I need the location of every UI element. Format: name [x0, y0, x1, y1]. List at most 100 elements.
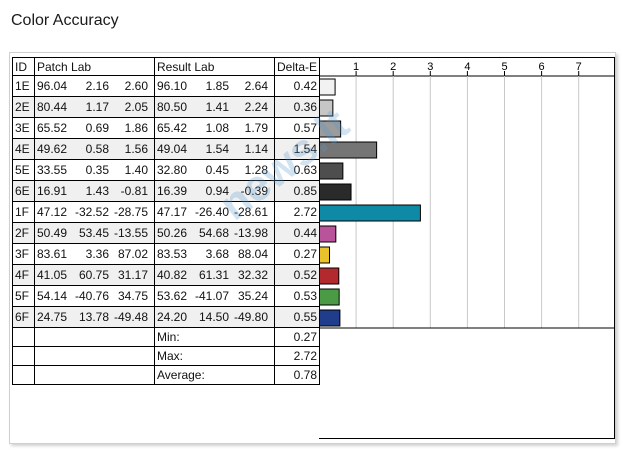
delta-e-cell: 0.52 — [273, 264, 321, 286]
summary-row: Average: 0.78 — [12, 365, 321, 385]
patch-id: 5F — [12, 285, 35, 307]
tick-label: 3 — [427, 61, 433, 73]
lab-value: 80.44 — [37, 100, 68, 114]
summary-blank — [12, 365, 35, 385]
patch-id: 4E — [12, 138, 35, 160]
result-lab-cell: 47.17 -26.40 -28.61 — [154, 201, 275, 223]
summary-blank — [34, 346, 155, 366]
bar-1F — [319, 204, 421, 222]
delta-e-cell: 1.54 — [273, 138, 321, 160]
patch-id: 5E — [12, 159, 35, 181]
bar-6E — [319, 183, 352, 201]
summary-label: Average: — [154, 365, 275, 385]
bar-1E — [319, 78, 336, 96]
summary-value: 2.72 — [273, 346, 321, 366]
patch-lab-cell: 24.75 13.78 -49.48 — [34, 306, 155, 328]
lab-value: 53.45 — [78, 226, 109, 240]
patch-id: 3E — [12, 117, 35, 139]
lab-value: 47.17 — [157, 205, 188, 219]
header-delta-e: Delta-E — [273, 57, 321, 76]
lab-value: 32.80 — [157, 163, 188, 177]
patch-id: 4F — [12, 264, 35, 286]
lab-value: 54.14 — [37, 289, 68, 303]
lab-value: -28.75 — [113, 205, 148, 219]
table-row: 4E 49.62 0.58 1.56 49.04 1.54 1.14 1.54 — [12, 138, 321, 160]
patch-lab-cell: 41.05 60.75 31.17 — [34, 264, 155, 286]
lab-value: -40.76 — [74, 289, 109, 303]
delta-e-cell: 0.27 — [273, 243, 321, 265]
lab-value: 3.36 — [85, 247, 109, 261]
lab-value: 40.82 — [157, 268, 188, 282]
result-lab-cell: 83.53 3.68 88.04 — [154, 243, 275, 265]
chart-title: Color Accuracy — [11, 12, 119, 29]
lab-value: 2.16 — [85, 79, 109, 93]
lab-value: 32.32 — [237, 268, 268, 282]
bar-2E — [319, 99, 334, 117]
tick-label: 2 — [390, 61, 396, 73]
patch-id: 2F — [12, 222, 35, 244]
summary-blank — [34, 327, 155, 347]
lab-value: 0.35 — [85, 163, 109, 177]
table-row: 1E 96.04 2.16 2.60 96.10 1.85 2.64 0.42 — [12, 75, 321, 97]
lab-value: 0.45 — [205, 163, 229, 177]
summary-blank — [34, 365, 155, 385]
lab-value: -13.55 — [113, 226, 148, 240]
table-row: 5F 54.14 -40.76 34.75 53.62 -41.07 35.24 0.53 — [12, 285, 321, 307]
lab-value: 83.61 — [37, 247, 68, 261]
result-lab-cell: 50.26 54.68 -13.98 — [154, 222, 275, 244]
delta-e-cell: 0.36 — [273, 96, 321, 118]
lab-value: 0.94 — [205, 184, 229, 198]
lab-value: 1.08 — [205, 121, 229, 135]
table-row: 6E 16.91 1.43 -0.81 16.39 0.94 -0.39 0.85 — [12, 180, 321, 202]
lab-value: 50.49 — [37, 226, 68, 240]
patch-lab-cell: 33.55 0.35 1.40 — [34, 159, 155, 181]
lab-value: 53.62 — [157, 289, 188, 303]
lab-value: 13.78 — [78, 310, 109, 324]
delta-e-cell: 2.72 — [273, 201, 321, 223]
lab-value: -13.98 — [233, 226, 268, 240]
delta-e-cell: 0.85 — [273, 180, 321, 202]
header-id: ID — [12, 57, 35, 76]
patch-id: 6F — [12, 306, 35, 328]
result-lab-cell: 80.50 1.41 2.24 — [154, 96, 275, 118]
lab-value: 49.62 — [37, 142, 68, 156]
lab-value: -49.80 — [233, 310, 268, 324]
lab-value: 1.28 — [244, 163, 268, 177]
lab-value: -0.81 — [120, 184, 148, 198]
table-row: 1F 47.12 -32.52 -28.75 47.17 -26.40 -28.61 2.72 — [12, 201, 321, 223]
table-row: 6F 24.75 13.78 -49.48 24.20 14.50 -49.80 0.55 — [12, 306, 321, 328]
delta-e-cell: 0.63 — [273, 159, 321, 181]
lab-value: 2.64 — [244, 79, 268, 93]
delta-e-cell: 0.42 — [273, 75, 321, 97]
lab-value: 49.04 — [157, 142, 188, 156]
table-row: 2F 50.49 53.45 -13.55 50.26 54.68 -13.98 0.44 — [12, 222, 321, 244]
patch-lab-cell: 80.44 1.17 2.05 — [34, 96, 155, 118]
patch-lab-cell: 96.04 2.16 2.60 — [34, 75, 155, 97]
lab-value: 35.24 — [237, 289, 268, 303]
lab-value: 33.55 — [37, 163, 68, 177]
result-lab-cell: 40.82 61.31 32.32 — [154, 264, 275, 286]
lab-value: 1.79 — [244, 121, 268, 135]
lab-value: 16.91 — [37, 184, 68, 198]
lab-value: 87.02 — [117, 247, 148, 261]
result-lab-cell: 65.42 1.08 1.79 — [154, 117, 275, 139]
bar-4E — [319, 141, 378, 159]
patch-lab-cell: 49.62 0.58 1.56 — [34, 138, 155, 160]
lab-value: 2.05 — [124, 100, 148, 114]
lab-value: 0.58 — [85, 142, 109, 156]
tick-label: 7 — [576, 61, 582, 73]
tick-label: 5 — [501, 61, 507, 73]
summary-blank — [12, 327, 35, 347]
lab-value: -49.48 — [113, 310, 148, 324]
lab-value: 96.10 — [157, 79, 188, 93]
lab-value: 60.75 — [78, 268, 109, 282]
lab-value: 61.31 — [198, 268, 229, 282]
lab-value: 65.42 — [157, 121, 188, 135]
lab-value: 1.41 — [205, 100, 229, 114]
delta-e-cell: 0.44 — [273, 222, 321, 244]
tick-label: 6 — [539, 61, 545, 73]
bar-6F — [319, 309, 341, 327]
delta-e-cell: 0.53 — [273, 285, 321, 307]
result-lab-cell: 32.80 0.45 1.28 — [154, 159, 275, 181]
header-patch-lab: Patch Lab — [34, 57, 155, 76]
